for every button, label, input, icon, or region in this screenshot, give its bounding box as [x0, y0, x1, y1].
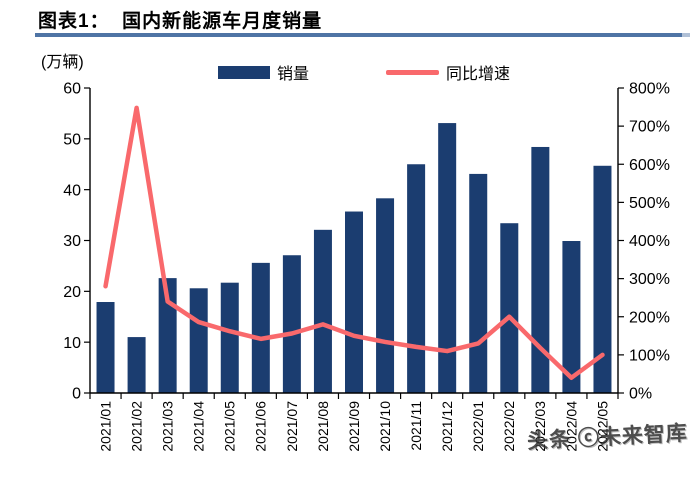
chart-canvas: 01020304050600%100%200%300%400%500%600%7… — [63, 81, 670, 452]
sales-bar — [438, 123, 457, 393]
sales-bar — [407, 164, 426, 393]
x-axis-month-label: 2021/08 — [315, 401, 331, 452]
sales-bar — [562, 241, 581, 393]
yoy-legend-label: 同比增速 — [446, 66, 511, 83]
left-axis-tick-label: 60 — [63, 81, 81, 98]
x-axis-month-label: 2022/03 — [532, 401, 548, 452]
x-axis-month-label: 2022/05 — [594, 401, 610, 452]
right-axis-tick-label: 600% — [629, 157, 670, 174]
right-axis-tick-label: 500% — [629, 195, 670, 212]
x-axis-month-label: 2022/04 — [563, 401, 579, 452]
sales-bar — [593, 165, 612, 393]
sales-bar — [189, 288, 208, 393]
figure-title: 图表1： 国内新能源车月度销量 — [38, 11, 323, 32]
sales-bar — [220, 282, 239, 393]
sales-bar — [469, 173, 488, 393]
x-axis-month-label: 2021/07 — [284, 401, 300, 452]
x-axis-month-label: 2021/11 — [408, 401, 424, 451]
sales-bar — [531, 146, 550, 393]
right-axis-tick-label: 800% — [629, 81, 670, 98]
sales-legend-label: 销量 — [277, 66, 310, 83]
right-axis-tick-label: 0% — [629, 386, 652, 403]
sales-bar — [500, 223, 519, 393]
right-axis-tick-label: 400% — [629, 233, 670, 250]
sales-bar — [376, 198, 395, 393]
title-underline-tail — [682, 33, 690, 37]
title-underline — [35, 33, 682, 37]
right-axis-tick-label: 100% — [629, 347, 670, 364]
right-axis-tick-label: 700% — [629, 119, 670, 136]
x-axis-month-label: 2021/01 — [97, 401, 113, 452]
x-axis-month-label: 2022/01 — [470, 401, 486, 452]
right-axis-tick-label: 300% — [629, 271, 670, 288]
x-axis-month-label: 2021/03 — [160, 401, 176, 452]
x-axis-month-label: 2021/05 — [222, 401, 238, 452]
sales-bar — [251, 262, 270, 393]
left-axis-tick-label: 0 — [72, 386, 81, 403]
sales-bar — [345, 211, 363, 393]
left-axis-tick-label: 30 — [63, 233, 81, 250]
right-axis-tick-label: 200% — [629, 309, 670, 326]
x-axis-month-label: 2021/02 — [128, 401, 144, 452]
x-axis-month-label: 2021/04 — [191, 401, 207, 452]
sales-bar — [96, 302, 115, 393]
left-axis-tick-label: 10 — [63, 335, 81, 352]
x-axis-month-label: 2021/09 — [346, 401, 362, 452]
sales-legend-swatch — [218, 66, 270, 79]
sales-bar — [282, 255, 301, 393]
yoy-growth-line — [103, 105, 605, 380]
sales-bar — [127, 337, 146, 393]
x-axis-month-label: 2021/12 — [439, 401, 455, 452]
left-axis-unit-label: (万辆) — [41, 54, 84, 71]
left-axis-tick-label: 20 — [63, 284, 81, 301]
yoy-legend-swatch — [386, 70, 439, 75]
x-axis-month-label: 2021/06 — [253, 401, 269, 452]
sales-bar — [313, 229, 332, 393]
left-axis-tick-label: 50 — [63, 131, 81, 148]
x-axis-month-label: 2021/10 — [377, 401, 393, 452]
left-axis-tick-label: 40 — [63, 182, 81, 199]
x-axis-month-label: 2022/02 — [501, 401, 517, 452]
